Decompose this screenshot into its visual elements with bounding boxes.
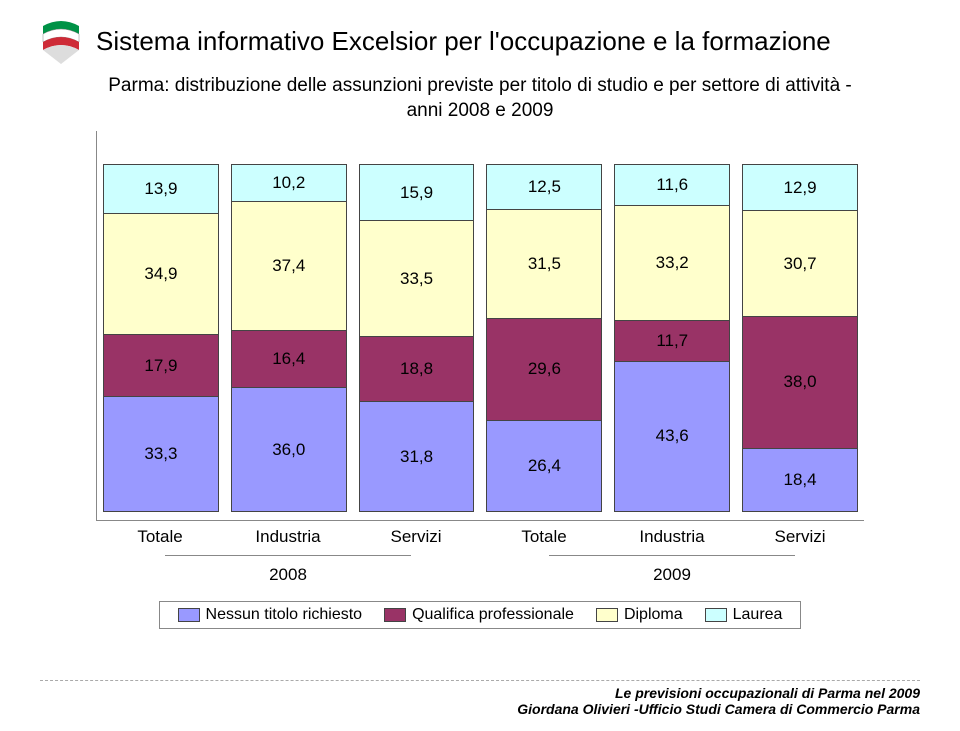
slide-header: Sistema informativo Excelsior per l'occu… — [40, 18, 920, 64]
chart-column: 11,633,211,743,6 — [608, 131, 736, 520]
bar-segment-qualifica: 29,6 — [487, 318, 601, 420]
legend-label: Nessun titolo richiesto — [206, 606, 363, 624]
stacked-bar: 11,633,211,743,6 — [614, 164, 730, 512]
bar-segment-nessun: 31,8 — [360, 401, 474, 511]
bar-segment-diploma: 37,4 — [232, 201, 346, 330]
chart-column: 15,933,518,831,8 — [353, 131, 481, 520]
bar-segment-diploma: 34,9 — [104, 213, 218, 334]
stacked-bar: 15,933,518,831,8 — [359, 164, 475, 512]
legend-label: Laurea — [733, 606, 783, 624]
legend: Nessun titolo richiesto Qualifica profess… — [159, 601, 802, 629]
stacked-bar-chart: 13,934,917,933,310,237,416,436,015,933,5… — [96, 131, 864, 521]
legend-item: Qualifica professionale — [384, 606, 574, 624]
bar-segment-laurea: 12,9 — [743, 165, 857, 210]
stacked-bar: 13,934,917,933,3 — [103, 164, 219, 512]
category-label: Servizi — [352, 527, 480, 547]
stacked-bar: 10,237,416,436,0 — [231, 164, 347, 512]
chart-area: 13,934,917,933,310,237,416,436,015,933,5… — [96, 131, 864, 521]
footer: Le previsioni occupazionali di Parma nel… — [40, 680, 920, 717]
stacked-bar: 12,531,529,626,4 — [486, 164, 602, 512]
year-label: 2009 — [480, 565, 864, 585]
legend-swatch — [178, 608, 200, 622]
footer-line-2: Giordana Olivieri -Ufficio Studi Camera … — [40, 701, 920, 717]
bar-segment-qualifica: 16,4 — [232, 330, 346, 387]
slide-subtitle: Parma: distribuzione delle assunzioni pr… — [100, 74, 860, 123]
chart-column: 10,237,416,436,0 — [225, 131, 353, 520]
bar-segment-qualifica: 17,9 — [104, 334, 218, 396]
category-label: Servizi — [736, 527, 864, 547]
legend-item: Diploma — [596, 606, 683, 624]
logo-icon — [40, 18, 82, 64]
chart-column: 13,934,917,933,3 — [97, 131, 225, 520]
slide-title: Sistema informativo Excelsior per l'occu… — [96, 26, 831, 57]
category-label: Industria — [608, 527, 736, 547]
chart-column: 12,930,738,018,4 — [736, 131, 864, 520]
category-label: Industria — [224, 527, 352, 547]
footer-line-1: Le previsioni occupazionali di Parma nel… — [40, 685, 920, 701]
bar-segment-laurea: 12,5 — [487, 165, 601, 208]
bar-segment-laurea: 13,9 — [104, 165, 218, 213]
chart-column: 12,531,529,626,4 — [480, 131, 608, 520]
bar-segment-diploma: 33,2 — [615, 205, 729, 320]
legend-label: Qualifica professionale — [412, 606, 574, 624]
bar-segment-laurea: 15,9 — [360, 165, 474, 220]
legend-swatch — [384, 608, 406, 622]
category-labels: TotaleIndustriaServiziTotaleIndustriaSer… — [96, 527, 864, 547]
bar-segment-nessun: 18,4 — [743, 448, 857, 512]
legend-item: Nessun titolo richiesto — [178, 606, 363, 624]
bar-segment-qualifica: 18,8 — [360, 336, 474, 401]
year-labels: 20082009 — [96, 565, 864, 585]
bar-segment-laurea: 10,2 — [232, 165, 346, 200]
bar-segment-nessun: 33,3 — [104, 396, 218, 511]
bar-segment-qualifica: 11,7 — [615, 320, 729, 360]
bar-segment-nessun: 36,0 — [232, 387, 346, 512]
bar-segment-diploma: 33,5 — [360, 220, 474, 336]
year-brace-row — [96, 547, 864, 559]
category-label: Totale — [480, 527, 608, 547]
year-label: 2008 — [96, 565, 480, 585]
bar-segment-diploma: 30,7 — [743, 210, 857, 316]
stacked-bar: 12,930,738,018,4 — [742, 164, 858, 512]
bar-segment-diploma: 31,5 — [487, 209, 601, 318]
bar-segment-qualifica: 38,0 — [743, 316, 857, 447]
legend-swatch — [596, 608, 618, 622]
bar-segment-nessun: 26,4 — [487, 420, 601, 511]
bar-segment-nessun: 43,6 — [615, 361, 729, 512]
bar-segment-laurea: 11,6 — [615, 165, 729, 205]
legend-label: Diploma — [624, 606, 683, 624]
legend-swatch — [705, 608, 727, 622]
category-label: Totale — [96, 527, 224, 547]
legend-item: Laurea — [705, 606, 783, 624]
